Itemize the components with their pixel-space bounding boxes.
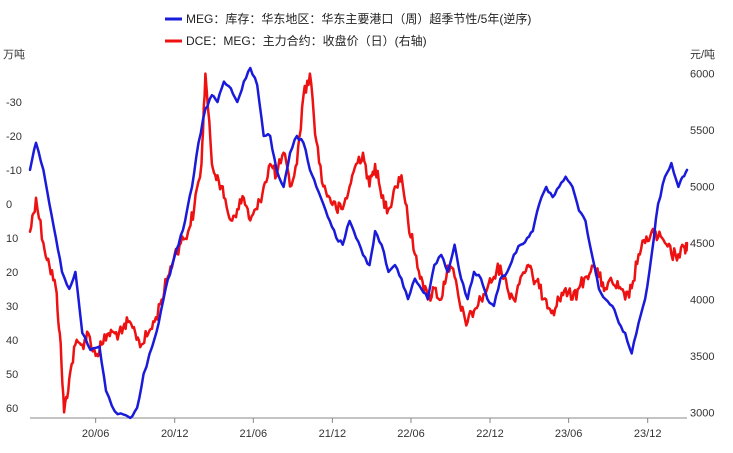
legend: MEG：库存：华东地区：华东主要港口（周）超季节性/5年(逆序) DCE：MEG…: [165, 11, 531, 48]
right-tick-label-6000: 6000: [690, 69, 714, 81]
legend-label-meg-inventory: MEG：库存：华东地区：华东主要港口（周）超季节性/5年(逆序): [186, 11, 531, 26]
left-tick-label-20: 20: [6, 267, 18, 279]
left-tick-label-30: -30: [6, 97, 22, 109]
x-tick-label-23-12: 23/12: [634, 428, 662, 440]
left-tick-label-10: 10: [6, 233, 18, 245]
x-tick-label-22-06: 22/06: [397, 428, 425, 440]
right-tick-label-3500: 3500: [690, 351, 714, 363]
left-tick-label-30: 30: [6, 301, 18, 313]
left-axis-unit: 万吨: [3, 48, 25, 61]
right-tick-label-5500: 5500: [690, 125, 714, 137]
right-tick-label-4000: 4000: [690, 294, 714, 306]
left-tick-label-20: -20: [6, 131, 22, 143]
plot-area: [28, 66, 689, 420]
x-axis: 20/06 20/12 21/06 21/12 22/06 22/12 23/06 23/12: [30, 417, 687, 440]
left-tick-label-40: 40: [6, 335, 18, 347]
left-tick-label-10: -10: [6, 165, 22, 177]
left-tick-label-50: 50: [6, 369, 18, 381]
legend-item-dce-meg-close[interactable]: DCE：MEG：主力合约：收盘价（日）(右轴): [165, 33, 427, 48]
right-axis: 3000 3500 4000 4500 5000 5500 6000: [690, 69, 714, 420]
x-tick-label-20-12: 20/12: [161, 428, 189, 440]
legend-item-meg-inventory[interactable]: MEG：库存：华东地区：华东主要港口（周）超季节性/5年(逆序): [165, 11, 531, 26]
right-axis-unit: 元/吨: [690, 48, 715, 61]
left-tick-label-0: 0: [6, 199, 12, 211]
right-tick-label-3000: 3000: [690, 407, 714, 419]
x-tick-label-21-12: 21/12: [319, 428, 347, 440]
x-tick-label-20-06: 20/06: [82, 428, 110, 440]
legend-label-dce-meg-close: DCE：MEG：主力合约：收盘价（日）(右轴): [186, 33, 427, 48]
left-tick-label-60: 60: [6, 403, 18, 415]
series-line-dce-meg-close[interactable]: [28, 72, 689, 414]
right-tick-label-4500: 4500: [690, 238, 714, 250]
right-tick-label-5000: 5000: [690, 182, 714, 194]
x-tick-label-21-06: 21/06: [240, 428, 268, 440]
left-axis: -30 -20 -10 0 10 20 30 40 50 60: [6, 97, 22, 415]
x-tick-label-23-06: 23/06: [555, 428, 583, 440]
x-tick-label-22-12: 22/12: [476, 428, 504, 440]
series-line-meg-inventory[interactable]: [28, 66, 689, 420]
